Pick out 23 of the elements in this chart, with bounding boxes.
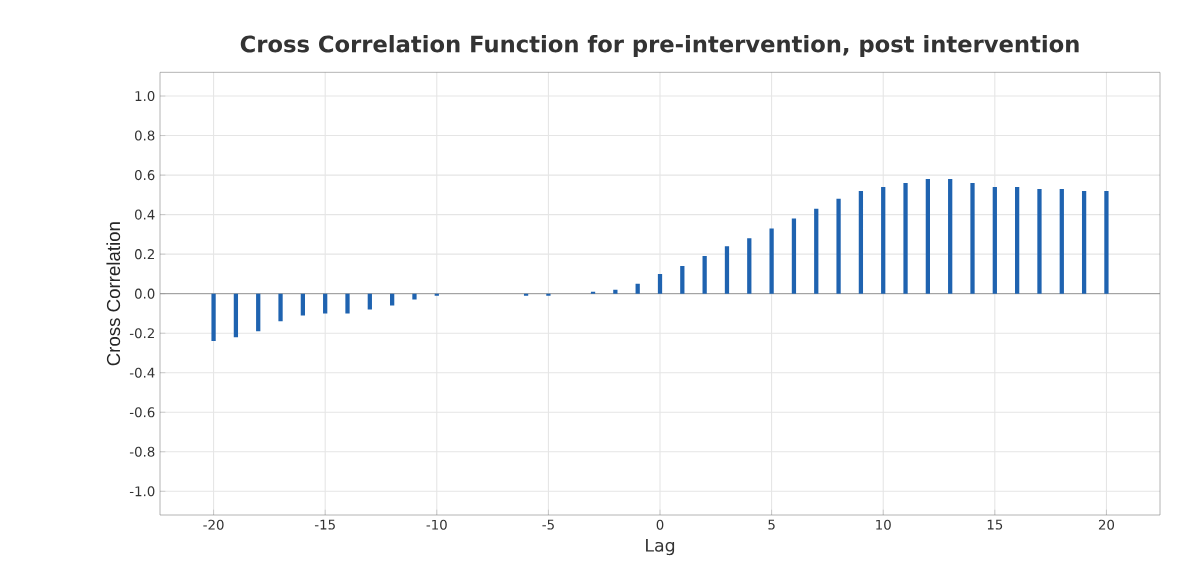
y-tick-label: -1.0 <box>129 486 155 497</box>
chart-title: Cross Correlation Function for pre-intervention, post intervention <box>240 35 1079 57</box>
y-tick-label: -0.4 <box>129 367 155 378</box>
x-tick-label: 0 <box>656 519 664 530</box>
y-tick-label: 0.2 <box>134 249 154 260</box>
x-tick-label: -15 <box>314 519 335 530</box>
y-tick-label: -0.8 <box>129 446 155 457</box>
y-tick-label: 1.0 <box>135 90 155 102</box>
x-tick-label: 10 <box>876 519 891 530</box>
y-tick-label: 0.8 <box>134 130 155 141</box>
x-tick-label: 20 <box>1098 519 1115 530</box>
y-tick-label: 0.4 <box>134 209 155 220</box>
y-tick-label: 0.6 <box>134 170 155 181</box>
x-tick-label: 15 <box>987 519 1003 530</box>
y-tick-label: 0.0 <box>134 288 155 299</box>
y-tick-label: -0.2 <box>129 328 154 339</box>
x-axis-title: Lag <box>646 538 675 556</box>
y-tick-label: -0.6 <box>129 407 155 418</box>
x-tick-label: 5 <box>768 519 775 530</box>
y-axis-title: Cross Correlation <box>106 222 121 366</box>
x-tick-label: -10 <box>426 519 447 530</box>
x-tick-label: -20 <box>203 519 224 530</box>
x-tick-label: -5 <box>542 519 554 530</box>
